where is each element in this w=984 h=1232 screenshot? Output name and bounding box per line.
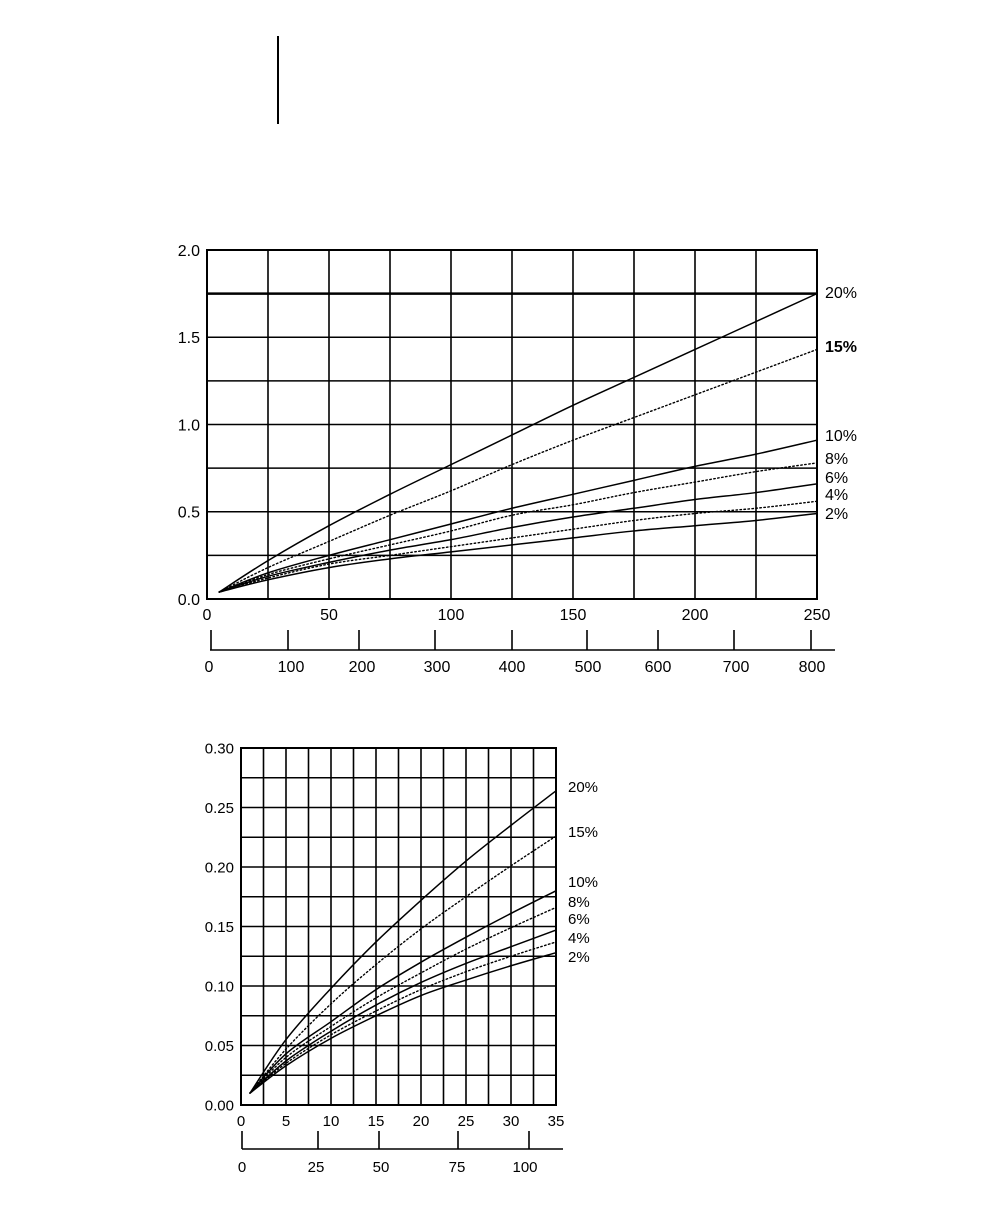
chart-2-y-tick-label: 0.00 — [205, 1097, 234, 1114]
chart-2-secondary-tick-label: 75 — [449, 1159, 466, 1176]
chart-1-secondary-tick-label: 800 — [799, 659, 826, 676]
chart-1-x-tick-label: 100 — [438, 607, 465, 624]
chart-1-secondary-tick-label: 400 — [499, 659, 526, 676]
chart-1-series-label: 8% — [825, 451, 848, 468]
chart-2-secondary-tick-label: 100 — [512, 1159, 537, 1176]
chart-1-secondary-tick-label: 500 — [575, 659, 602, 676]
chart-1-series-label: 20% — [825, 285, 857, 302]
chart-1-series-line-15pct — [218, 348, 818, 593]
chart-1-series-label: 6% — [825, 470, 848, 487]
chart-1-series-line-4pct — [218, 500, 818, 593]
chart-1-x-tick-label: 250 — [804, 607, 831, 624]
chart-2-x-tick-label: 10 — [323, 1113, 340, 1130]
chart-2-y-tick-label: 0.10 — [205, 978, 234, 995]
chart-2-series-line-20pct — [249, 790, 557, 1094]
chart-2-y-tick-label: 0.05 — [205, 1038, 234, 1055]
chart-1-secondary-tick-label: 300 — [424, 659, 451, 676]
chart-1-x-tick-label: 200 — [682, 607, 709, 624]
chart-1-series-line-20pct — [218, 292, 818, 593]
chart-2-y-tick-label: 0.30 — [205, 740, 234, 757]
chart-2-secondary-tick-label: 50 — [373, 1159, 390, 1176]
chart-1-secondary-tick-label: 600 — [645, 659, 672, 676]
chart-2-x-tick-label: 15 — [368, 1113, 385, 1130]
chart-1-series-label: 4% — [825, 487, 848, 504]
chart-1-x-tick-label: 150 — [560, 607, 587, 624]
chart-2-y-tick-label: 0.15 — [205, 919, 234, 936]
chart-2-series-label: 2% — [568, 949, 590, 966]
chart-2-series-line-4pct — [249, 941, 557, 1094]
chart-2-y-tick-label: 0.25 — [205, 800, 234, 817]
chart-2-x-tick-label: 5 — [282, 1113, 290, 1130]
chart-2-series-line-8pct — [249, 906, 557, 1094]
chart-1-y-tick-label: 1.0 — [178, 417, 200, 434]
chart-1-x-tick-label: 50 — [320, 607, 338, 624]
chart-2-series-line-10pct — [249, 890, 557, 1094]
chart-2-x-tick-label: 20 — [413, 1113, 430, 1130]
chart-2-series-label: 20% — [568, 779, 598, 796]
chart-2-x-tick-label: 30 — [503, 1113, 520, 1130]
chart-1-y-tick-label: 1.5 — [178, 330, 200, 347]
chart-1-frame — [206, 249, 818, 600]
chart-1-secondary-tick-label: 0 — [205, 659, 214, 676]
chart-1-series-line-10pct — [218, 439, 818, 593]
chart-2-x-tick-label: 0 — [237, 1113, 245, 1130]
chart-2-series-label: 15% — [568, 824, 598, 841]
chart-2-secondary-tick-label: 0 — [238, 1159, 246, 1176]
chart-2-secondary-tick-label: 25 — [308, 1159, 325, 1176]
chart-1-x-tick-label: 0 — [203, 607, 212, 624]
chart-2-x-tick-label: 35 — [548, 1113, 565, 1130]
chart-1-series-line-6pct — [218, 483, 818, 593]
chart-2-series-line-2pct — [249, 951, 557, 1094]
chart-1-secondary-tick-label: 100 — [278, 659, 305, 676]
chart-1-y-tick-label: 2.0 — [178, 243, 200, 260]
chart-2-series-line-6pct — [249, 929, 557, 1094]
chart-1-secondary-tick-label: 200 — [349, 659, 376, 676]
chart-1-series-label: 15% — [825, 339, 857, 356]
chart-1-y-tick-label: 0.0 — [178, 592, 200, 609]
chart-2-series-label: 6% — [568, 911, 590, 928]
chart-1-y-tick-label: 0.5 — [178, 505, 200, 522]
chart-2-series-label: 4% — [568, 930, 590, 947]
chart-1-secondary-tick-label: 700 — [723, 659, 750, 676]
chart-2-x-tick-label: 25 — [458, 1113, 475, 1130]
chart-2-series-label: 8% — [568, 894, 590, 911]
chart-1-series-label: 2% — [825, 506, 848, 523]
chart-2-y-tick-label: 0.20 — [205, 859, 234, 876]
chart-1-series-line-2pct — [218, 512, 818, 593]
chart-2-series-label: 10% — [568, 874, 598, 891]
chart-1-series-label: 10% — [825, 428, 857, 445]
chart-1-series-line-8pct — [218, 462, 818, 593]
chart-2-frame — [240, 747, 557, 1106]
chart-2-series-line-15pct — [249, 835, 557, 1094]
